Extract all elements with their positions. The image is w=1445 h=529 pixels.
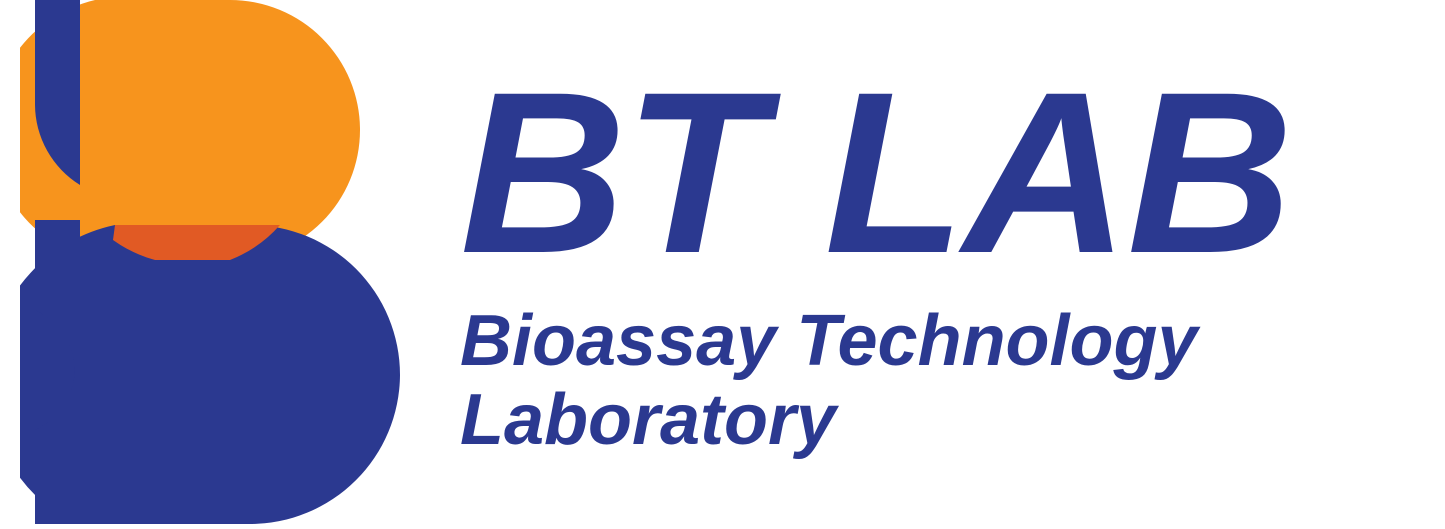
brand-subtitle-line1: Bioassay Technology bbox=[460, 302, 1291, 381]
brand-main-title: BT LAB bbox=[460, 64, 1291, 283]
logo-mark-svg bbox=[20, 0, 400, 524]
logo-container: BT LAB Bioassay Technology Laboratory bbox=[0, 0, 1445, 524]
brand-subtitle-line2: Laboratory bbox=[460, 381, 1291, 460]
logo-text-block: BT LAB Bioassay Technology Laboratory bbox=[460, 64, 1291, 461]
logo-mark bbox=[20, 0, 400, 524]
